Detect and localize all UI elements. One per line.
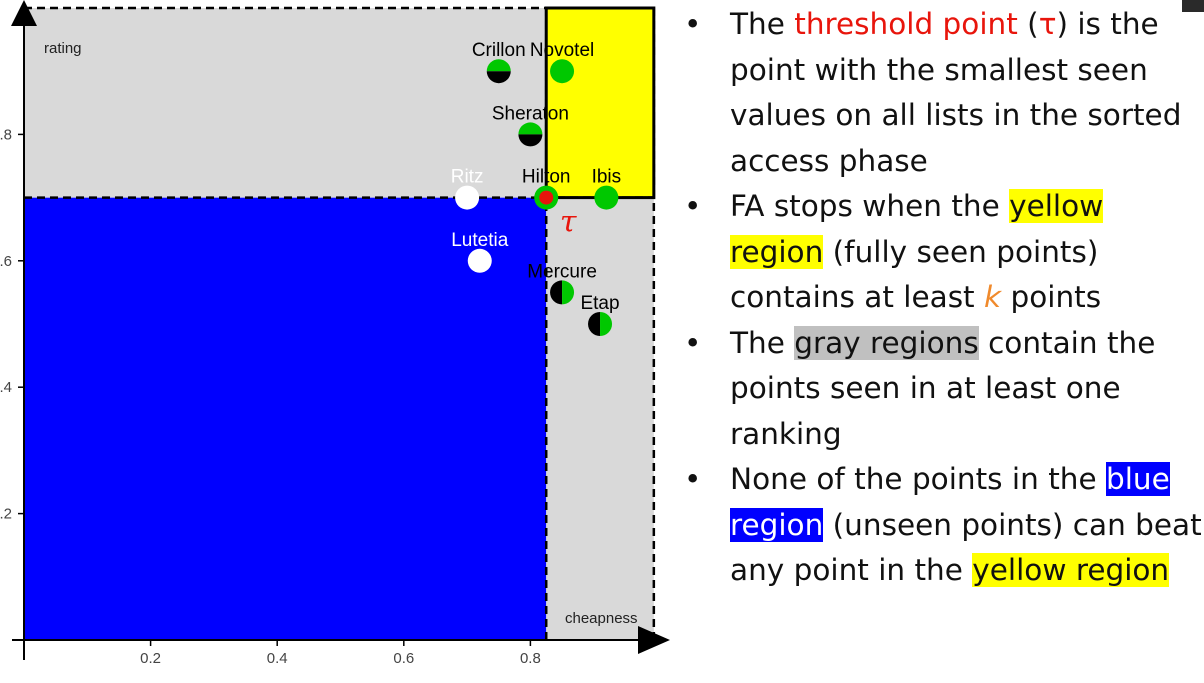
bullet-text: (unseen points) can beat any point in th… [730, 507, 1202, 588]
y-axis-arrow [11, 0, 37, 26]
bullet-text: None of the points in the [730, 462, 1106, 496]
point-label: Mercure [527, 261, 597, 282]
region-gray-top [24, 8, 547, 198]
point-label: Hilton [522, 167, 571, 188]
x-axis-arrow [638, 626, 670, 654]
point-marker-bottom [518, 134, 543, 147]
point-label: Ibis [592, 167, 622, 188]
highlight-text: threshold point [794, 7, 1018, 41]
bullet-text: The [730, 7, 795, 41]
bullet-dot: • [684, 325, 702, 360]
point-mercure: Mercure [527, 261, 597, 305]
x-tick-label: 0.4 [267, 650, 288, 667]
point-marker-right [562, 280, 575, 305]
point-ritz: Ritz [451, 167, 484, 210]
bullet-text: contain the points seen in at least one … [730, 325, 1156, 451]
point-marker-top [486, 59, 511, 72]
bullet-text: points [1001, 280, 1102, 314]
highlight-text: k [984, 280, 1002, 314]
bullet-dot: • [684, 189, 702, 223]
bullet-text: ) is the point with the smallest seen va… [730, 7, 1182, 178]
point-marker [467, 248, 492, 273]
point-crillon: Crillon [472, 40, 526, 84]
point-marker-bottom [486, 71, 511, 84]
point-label: Ritz [451, 167, 484, 188]
bullet-text: ( [1017, 7, 1039, 41]
y-tick-label: .2 [0, 506, 12, 523]
y-axis-label: rating [44, 40, 82, 57]
x-tick-label: 0.6 [393, 650, 414, 667]
point-hilton: Hilton [522, 167, 571, 210]
point-marker [455, 185, 480, 210]
point-marker [550, 59, 575, 84]
point-etap: Etap [580, 293, 620, 336]
bullet-item: • The gray regions contain the points see… [684, 321, 1202, 458]
bullet-text: The [730, 325, 795, 360]
x-tick-label: 0.2 [140, 650, 161, 667]
threshold-tau-label: τ [560, 205, 577, 240]
bullet-list: • The threshold point (τ) is the point wi… [684, 2, 1202, 594]
point-label: Etap [580, 293, 619, 314]
region-blue [24, 197, 547, 640]
bullet-item: • The threshold point (τ) is the point wi… [684, 2, 1202, 184]
x-axis-label: cheapness [565, 610, 638, 627]
point-sheraton: Sheraton [492, 103, 569, 147]
region-yellow [546, 8, 654, 198]
highlight-text: yellow region [972, 553, 1170, 587]
point-marker-left [588, 312, 601, 336]
region-gray-right [546, 197, 654, 640]
point-marker-top [518, 122, 543, 135]
point-label: Crillon [472, 40, 526, 61]
point-label: Novotel [530, 40, 594, 61]
bullet-item: • None of the points in the blue region (… [684, 457, 1202, 594]
point-novotel: Novotel [530, 40, 594, 84]
highlight-text: gray regions [794, 325, 979, 360]
y-tick-label: .4 [0, 379, 12, 396]
point-lutetia: Lutetia [451, 230, 509, 273]
point-label: Sheraton [492, 103, 569, 124]
y-tick-label: .8 [0, 126, 12, 143]
point-ibis: Ibis [592, 167, 622, 210]
x-tick-label: 0.8 [520, 650, 541, 667]
bullet-item: • FA stops when the yellow region (fully … [684, 184, 1202, 321]
point-label: Lutetia [451, 230, 508, 251]
scatter-chart: 0.2 0.4 0.6 0.8 .2 .4 .6 .8 rating cheapness Crill… [0, 0, 670, 667]
threshold-marker [539, 190, 554, 205]
point-marker [594, 185, 619, 210]
point-marker-right [600, 312, 613, 336]
bullet-text: (fully seen points) contains at least [730, 234, 1099, 315]
highlight-text: τ [1038, 7, 1057, 41]
bullet-text: FA stops when the [730, 189, 1010, 223]
point-marker-left [550, 280, 563, 305]
bullet-dot: • [684, 7, 702, 41]
window-corner [1182, 0, 1204, 12]
y-tick-label: .6 [0, 253, 12, 270]
bullet-dot: • [684, 462, 702, 496]
